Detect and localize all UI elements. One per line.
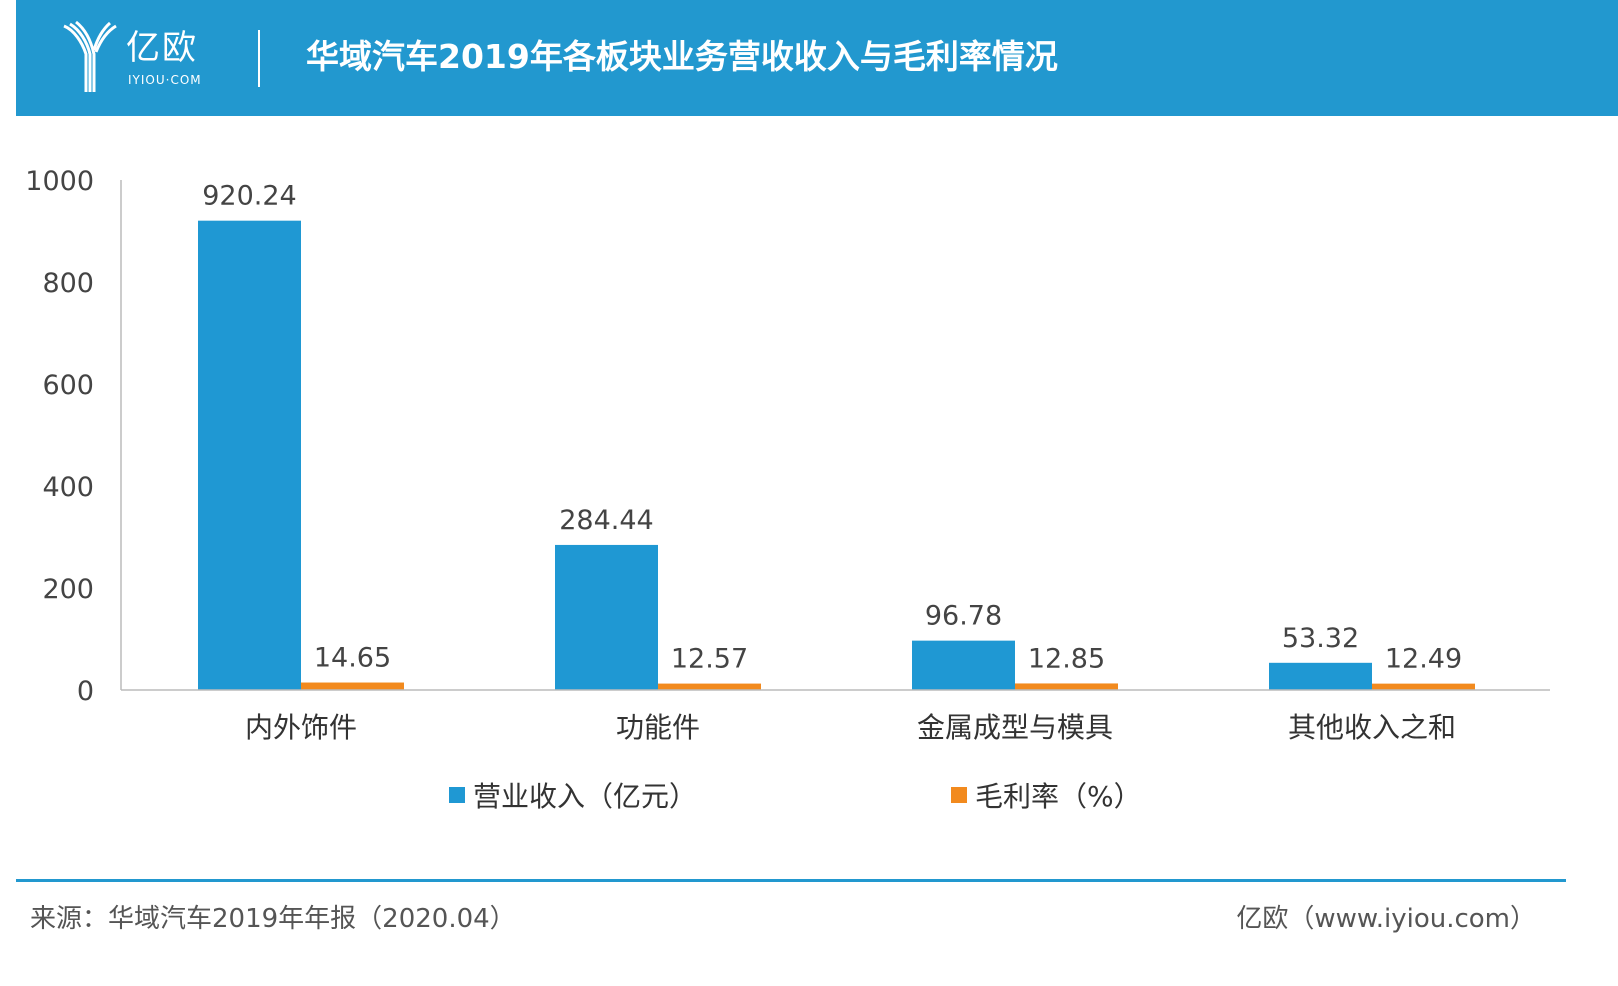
x-tick-label: 功能件 (616, 711, 700, 744)
y-tick-label: 0 (77, 676, 94, 707)
legend-swatch-margin (951, 787, 967, 803)
data-label-margin: 12.49 (1385, 644, 1462, 675)
y-tick-label: 200 (42, 574, 94, 605)
site-credit: 亿欧（www.iyiou.com） (1236, 904, 1536, 934)
data-label-margin: 14.65 (314, 643, 391, 674)
data-label-revenue: 96.78 (925, 601, 1002, 632)
y-tick-label: 600 (42, 370, 94, 401)
y-tick-label: 800 (42, 268, 94, 299)
header-divider (258, 30, 260, 87)
bar-margin (658, 683, 761, 690)
data-label-margin: 12.57 (671, 644, 748, 675)
source-note: 来源：华域汽车2019年年报（2020.04） (30, 904, 516, 934)
legend-swatch-revenue (449, 787, 465, 803)
data-label-revenue: 53.32 (1282, 623, 1359, 654)
data-label-revenue: 920.24 (202, 181, 296, 212)
header-banner: 亿欧 IYIOU·COM 华域汽车2019年各板块业务营收收入与毛利率情况 (16, 0, 1618, 116)
x-tick-label: 金属成型与模具 (917, 711, 1113, 744)
bar-revenue (198, 220, 301, 690)
y-tick-label: 1000 (25, 166, 94, 197)
data-label-margin: 12.85 (1028, 643, 1105, 674)
legend-item-revenue: 营业收入（亿元） (449, 775, 697, 815)
bar-margin (1372, 683, 1475, 690)
bar-revenue (912, 640, 1015, 690)
legend-label-margin: 毛利率（%） (975, 780, 1142, 813)
bar-chart: 0 200 400 600 800 1000 920.24 14.65 内外饰件 284.44 12… (25, 166, 1550, 744)
legend-item-margin: 毛利率（%） (951, 775, 1142, 815)
bar-revenue (1269, 662, 1372, 690)
x-tick-label: 其他收入之和 (1288, 711, 1456, 744)
y-tick-label: 400 (42, 472, 94, 503)
footer-divider (16, 879, 1566, 882)
legend-label-revenue: 营业收入（亿元） (473, 780, 698, 813)
x-tick-label: 内外饰件 (245, 711, 357, 744)
logo: 亿欧 IYIOU·COM (60, 20, 230, 96)
chart-title: 华域汽车2019年各板块业务营收收入与毛利率情况 (306, 37, 1058, 76)
logo-y-icon (63, 20, 117, 92)
bar-margin (1015, 683, 1118, 690)
logo-subtext: IYIOU·COM (128, 73, 202, 87)
bar-revenue (555, 544, 658, 690)
logo-text: 亿欧 (126, 28, 198, 68)
data-label-revenue: 284.44 (559, 505, 653, 536)
bar-margin (301, 682, 404, 690)
